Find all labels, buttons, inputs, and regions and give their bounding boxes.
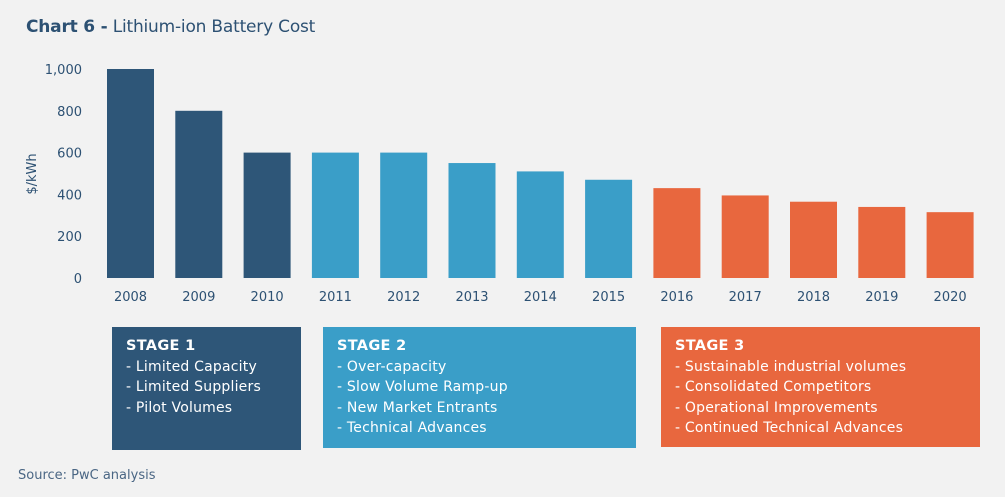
x-tick-label: 2020 — [934, 290, 967, 305]
bar-2011 — [311, 152, 359, 278]
chart-title-prefix: Chart 6 - — [26, 17, 108, 37]
x-tick-label: 2016 — [660, 290, 693, 305]
stage-item: - Technical Advances — [337, 420, 487, 436]
y-tick-label: 600 — [57, 147, 82, 162]
stage-item: - Over-capacity — [337, 358, 447, 375]
x-tick-label: 2010 — [251, 290, 284, 305]
x-tick-label: 2009 — [182, 290, 215, 305]
y-tick-label: 0 — [74, 272, 82, 287]
chart-title-text: Lithium-ion Battery Cost — [112, 17, 316, 37]
x-tick-label: 2013 — [455, 290, 488, 305]
source-note: Source: PwC analysis — [18, 468, 156, 483]
bar-2013 — [448, 163, 496, 278]
y-tick-label: 200 — [57, 230, 82, 245]
x-tick-label: 2015 — [592, 290, 625, 305]
y-axis: 0 200 400 600 800 1,000 — [45, 63, 82, 287]
bar-2015 — [585, 179, 633, 278]
bar-2019 — [858, 206, 906, 278]
bar-2016 — [653, 188, 701, 278]
stage-item: - Sustainable industrial volumes — [675, 358, 907, 375]
stage-item: - Limited Capacity — [126, 358, 257, 375]
x-tick-label: 2014 — [524, 290, 557, 305]
bar-2009 — [175, 110, 223, 278]
stage-1-box: STAGE 1 - Limited Capacity - Limited Sup… — [112, 327, 301, 450]
y-tick-label: 800 — [57, 105, 82, 120]
bar-2020 — [926, 212, 974, 278]
stage-item: - Slow Volume Ramp-up — [337, 379, 508, 395]
x-axis: 2008 2009 2010 2011 2012 2013 2014 2015 2016 2017… — [114, 290, 967, 305]
stage-item: - Operational Improvements — [675, 399, 878, 416]
bar-2017 — [721, 195, 769, 278]
x-tick-label: 2011 — [319, 290, 352, 305]
y-tick-label: 1,000 — [45, 63, 82, 78]
bar-2010 — [243, 152, 291, 278]
bar-2008 — [107, 69, 154, 278]
x-tick-label: 2008 — [114, 290, 147, 305]
stage-item: - Continued Technical Advances — [675, 420, 904, 436]
stage-title: STAGE 2 — [337, 338, 407, 354]
x-tick-label: 2012 — [387, 290, 420, 305]
bars — [107, 69, 974, 278]
x-tick-label: 2019 — [865, 290, 898, 305]
stage-item: - Limited Suppliers — [126, 379, 261, 395]
bar-2014 — [516, 171, 564, 278]
stage-item: - New Market Entrants — [337, 399, 498, 416]
stage-3-box: STAGE 3 - Sustainable industrial volumes… — [661, 327, 980, 447]
stage-title: STAGE 1 — [126, 338, 196, 354]
bar-2018 — [790, 201, 837, 278]
stage-item: - Pilot Volumes — [126, 399, 233, 416]
y-tick-label: 400 — [57, 188, 82, 203]
stage-2-box: STAGE 2 - Over-capacity - Slow Volume Ra… — [323, 327, 636, 448]
y-axis-label: $/kWh — [25, 153, 40, 194]
stage-title: STAGE 3 — [675, 338, 745, 354]
x-tick-label: 2017 — [729, 290, 762, 305]
chart-title: Chart 6 - Lithium-ion Battery Cost — [26, 17, 315, 37]
bar-2012 — [380, 152, 428, 278]
stage-item: - Consolidated Competitors — [675, 379, 872, 395]
x-tick-label: 2018 — [797, 290, 830, 305]
bar-chart: 0 200 400 600 800 1,000 $/kWh 2008 2009 2010 201… — [25, 63, 974, 305]
